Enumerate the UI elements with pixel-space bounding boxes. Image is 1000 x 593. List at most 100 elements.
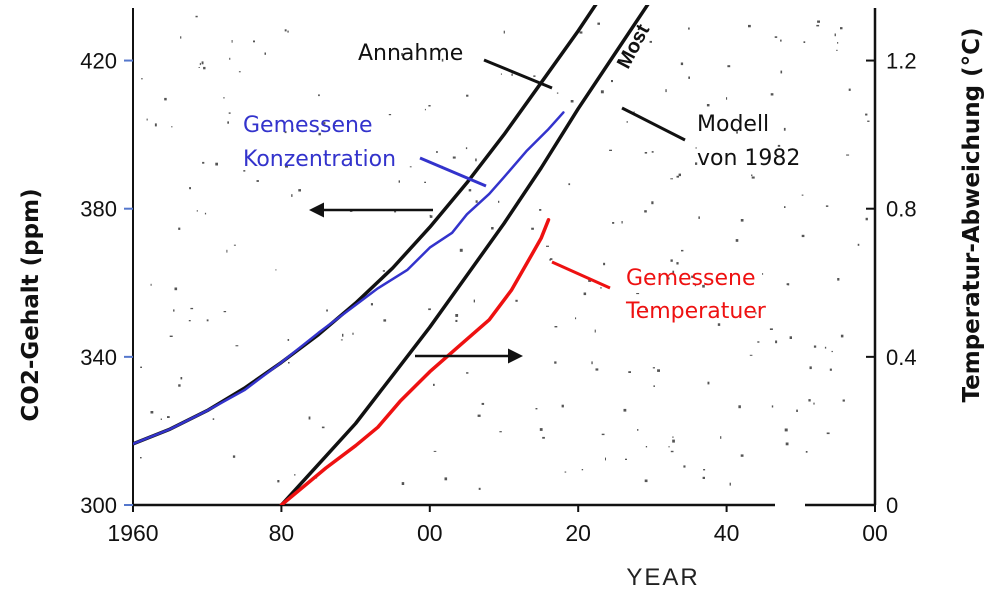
noise-dot (652, 367, 655, 369)
noise-dot (468, 189, 472, 192)
noise-dot (644, 210, 647, 213)
noise-dot (633, 111, 635, 113)
y-left-tick-label: 340 (80, 345, 117, 370)
noise-dot (564, 471, 567, 473)
noise-dot (323, 122, 326, 125)
noise-dot (318, 132, 321, 136)
noise-dot (334, 121, 336, 124)
noise-dot (428, 308, 431, 311)
noise-dot (199, 62, 201, 66)
noise-dot (511, 73, 513, 76)
noise-dot (784, 428, 788, 432)
noise-dot (409, 166, 412, 168)
noise-dot (665, 89, 667, 93)
noise-dot (817, 20, 820, 23)
noise-dot (631, 310, 634, 314)
noise-dot (383, 319, 387, 322)
temperatuer-line-2: Temperatuer (625, 299, 767, 324)
noise-dot (780, 70, 783, 74)
noise-dot (717, 323, 721, 326)
annahme-leader (483, 58, 553, 90)
noise-dot (308, 416, 311, 420)
noise-dot (836, 49, 838, 51)
noise-dot (352, 332, 354, 335)
series-line-gemessene-konzentration (133, 111, 565, 446)
noise-dot (651, 151, 654, 153)
noise-dot (424, 108, 426, 111)
noise-dot (628, 371, 631, 373)
noise-dot (834, 33, 836, 37)
noise-dot (637, 36, 641, 40)
noise-dot (579, 31, 583, 34)
noise-dot (637, 429, 639, 431)
noise-dot (726, 97, 728, 100)
noise-dot (770, 93, 774, 96)
noise-dot (140, 366, 142, 368)
noise-dot (568, 183, 571, 186)
noise-dot (291, 194, 293, 197)
noise-dot (695, 162, 698, 165)
noise-dot (428, 105, 431, 107)
noise-dot (676, 262, 679, 265)
noise-dot (198, 67, 200, 68)
scan-noise (140, 15, 870, 490)
noise-dot (789, 336, 792, 339)
noise-dot (223, 97, 225, 99)
noise-dot (167, 416, 170, 418)
noise-dot (733, 129, 737, 131)
noise-dot (755, 312, 757, 315)
noise-dot (645, 308, 647, 311)
x-axis-label: YEAR (626, 564, 699, 591)
series-line-annahme (133, 5, 598, 446)
noise-dot (321, 426, 325, 429)
noise-dot (326, 309, 328, 312)
noise-dot (605, 457, 606, 461)
noise-dot (668, 446, 670, 448)
x-tick-label: 1960 (107, 520, 158, 546)
noise-dot (298, 189, 301, 192)
noise-dot (500, 73, 502, 75)
noise-dot (382, 270, 385, 272)
noise-dot (465, 147, 468, 150)
noise-dot (813, 402, 815, 405)
noise-dot (201, 61, 204, 65)
noise-dot (729, 482, 731, 486)
noise-dot (473, 299, 475, 303)
noise-dot (740, 219, 744, 222)
noise-dot (229, 57, 231, 60)
noise-dot (284, 29, 287, 32)
noise-dot (757, 341, 760, 343)
noise-dot (857, 243, 860, 246)
noise-dot (206, 319, 209, 322)
noise-dot (394, 210, 397, 213)
noise-dot (809, 366, 812, 370)
noise-dot (539, 428, 543, 431)
noise-dot (146, 118, 148, 121)
noise-dot (672, 436, 674, 438)
annotation-gemessene-temperatuer: Gemessene Temperatuer (625, 266, 767, 324)
noise-dot (829, 368, 832, 371)
noise-dot (867, 120, 870, 122)
noise-dot (831, 350, 833, 353)
noise-dot (554, 361, 557, 364)
noise-dot (738, 405, 741, 409)
noise-dot (291, 129, 294, 131)
noise-dot (657, 369, 660, 372)
konzentration-line-2: Konzentration (243, 147, 396, 172)
noise-dot (340, 339, 343, 341)
noise-dot (694, 284, 696, 287)
noise-dot (466, 372, 469, 374)
y-right-tick-label: 1.2 (886, 49, 917, 74)
noise-dot (727, 65, 731, 68)
noise-dot (775, 340, 778, 344)
konzentration-line-1: Gemessene (243, 113, 373, 138)
noise-dot (444, 477, 448, 481)
noise-dot (678, 173, 681, 177)
noise-dot (491, 227, 494, 230)
noise-dot (840, 27, 843, 30)
noise-dot (595, 368, 599, 371)
y-right-tick-label: 0.4 (886, 345, 917, 370)
noise-dot (441, 58, 444, 62)
noise-dot (140, 457, 142, 459)
noise-dot (342, 333, 344, 337)
